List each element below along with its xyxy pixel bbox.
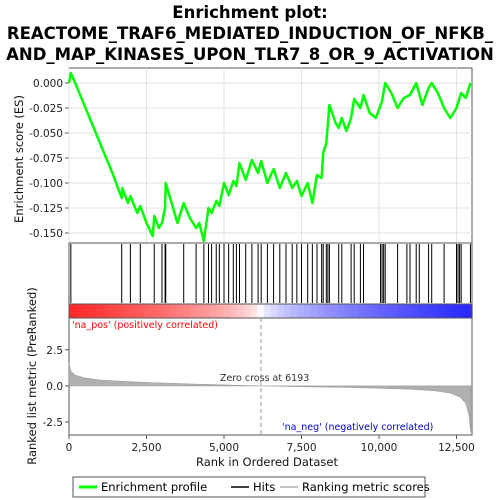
gradient-segment: [196, 304, 204, 318]
gradient-segment: [189, 304, 198, 318]
gradient-segment: [384, 304, 392, 318]
gradient-segment: [330, 304, 339, 318]
zero-cross-label: Zero cross at 6193: [220, 373, 309, 384]
gradient-segment: [324, 304, 332, 318]
gradient-segment: [418, 304, 426, 318]
rank-y-axis-label: Ranked list metric (PreRanked): [25, 287, 39, 465]
x-tick-label: 0: [66, 442, 73, 454]
gradient-segment: [142, 304, 151, 318]
gradient-segment: [398, 304, 406, 318]
gradient-segment: [297, 304, 305, 318]
correlation-gradient-bar: [68, 303, 473, 319]
hits-panel-frame: [68, 242, 473, 305]
gradient-segment: [116, 304, 124, 318]
gradient-segment: [75, 304, 84, 318]
gradient-segment: [465, 304, 473, 318]
gradient-segment: [283, 304, 292, 318]
x-tick-label: 12,500: [438, 442, 475, 454]
gradient-segment: [183, 304, 191, 318]
enrichment-profile-line: [67, 71, 472, 243]
x-tick-label: 10,000: [361, 442, 398, 454]
chart-title-line-2: REACTOME_TRAF6_MEDIATED_INDUCTION_OF_NFK…: [7, 24, 494, 43]
gradient-segment: [438, 304, 446, 318]
gradient-segment: [310, 304, 319, 318]
gradient-segment: [156, 304, 164, 318]
rank-metric-panel: 2.5 0.0 -2.5: [43, 317, 473, 436]
es-y-tick-label: -0.075: [29, 153, 63, 165]
gradient-segment: [317, 304, 325, 318]
legend-label-hits: Hits: [253, 480, 275, 494]
rank-panel-frame: [68, 317, 473, 436]
gradient-segment: [458, 304, 466, 318]
es-y-tick-label: -0.100: [29, 178, 63, 190]
gradient-segment: [230, 304, 238, 318]
es-y-tick-label: -0.125: [29, 203, 63, 215]
gradient-segment: [337, 304, 345, 318]
gradient-segment: [391, 304, 399, 318]
rank-y-tick-label: 0.0: [46, 381, 63, 393]
gradient-segment: [236, 304, 245, 318]
gradient-segment: [223, 304, 231, 318]
gradient-segment: [451, 304, 460, 318]
gradient-segment: [277, 304, 285, 318]
rank-y-tick-label: -2.5: [43, 417, 64, 429]
gradient-segment: [129, 304, 137, 318]
gradient-segment: [136, 304, 144, 318]
gradient-segment: [411, 304, 419, 318]
es-y-tick-label: -0.025: [29, 103, 63, 115]
chart-title-line-3: AND_MAP_KINASES_UPON_TLR7_8_OR_9_ACTIVAT…: [6, 45, 494, 64]
gradient-segment: [216, 304, 225, 318]
gradient-segment: [290, 304, 298, 318]
gradient-segment: [210, 304, 218, 318]
gradient-segment: [371, 304, 379, 318]
gradient-segment: [69, 304, 77, 318]
es-y-tick-label: -0.150: [29, 228, 63, 240]
gradient-segment: [82, 304, 90, 318]
gradient-segment: [89, 304, 97, 318]
gradient-segment: [351, 304, 359, 318]
es-y-tick-label: 0.000: [33, 78, 63, 90]
gradient-segment: [109, 304, 117, 318]
gradient-segment: [431, 304, 440, 318]
x-axis-label: Rank in Ordered Dataset: [196, 455, 339, 469]
chart-title-line-1: Enrichment plot:: [172, 3, 327, 22]
x-tick-label: 2,500: [131, 442, 161, 454]
gradient-segment: [344, 304, 352, 318]
gradient-segment: [304, 304, 312, 318]
gradient-segment: [203, 304, 211, 318]
es-y-axis-label: Enrichment score (ES): [12, 95, 26, 223]
gradient-segment: [176, 304, 184, 318]
gradient-segment: [270, 304, 278, 318]
ranking-metric-area: [68, 362, 472, 433]
gradient-segment: [102, 304, 110, 318]
gradient-segment: [257, 304, 265, 318]
legend: Enrichment profile Hits Ranking metric s…: [72, 476, 430, 498]
gradient-segment: [404, 304, 413, 318]
gradient-segment: [364, 304, 372, 318]
es-panel: 0.000 -0.025 -0.050 -0.075 -0.100 -0.125 -0.15…: [29, 67, 473, 244]
gradient-segment: [243, 304, 251, 318]
hits-panel: [68, 242, 473, 305]
gradient-segment: [357, 304, 366, 318]
gradient-segment: [163, 304, 171, 318]
pos-correlation-label: 'na_pos' (positively correlated): [72, 320, 218, 331]
gradient-segment: [95, 304, 104, 318]
gradient-segment: [377, 304, 386, 318]
gradient-segment: [169, 304, 178, 318]
x-tick-label: 7,500: [286, 442, 316, 454]
neg-correlation-label: 'na_neg' (negatively correlated): [282, 422, 433, 433]
rank-y-tick-label: 2.5: [46, 345, 63, 357]
x-tick-label: 5,000: [209, 442, 239, 454]
gradient-segment: [250, 304, 258, 318]
gradient-segment: [122, 304, 131, 318]
gradient-segment: [149, 304, 157, 318]
legend-label-enrichment-profile: Enrichment profile: [101, 480, 207, 494]
es-y-tick-label: -0.050: [29, 128, 63, 140]
legend-label-ranking-metric: Ranking metric scores: [302, 480, 430, 494]
x-axis: 0 2,500 5,000 7,500 10,000 12,500: [66, 435, 475, 454]
gradient-segment: [263, 304, 272, 318]
gradient-segment: [424, 304, 433, 318]
gradient-segment: [445, 304, 453, 318]
